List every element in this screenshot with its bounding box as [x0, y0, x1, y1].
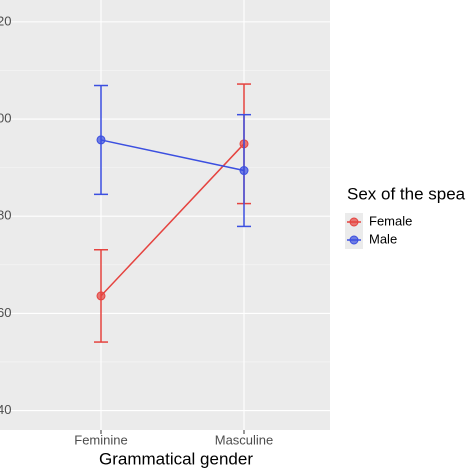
legend-point [349, 217, 359, 227]
y-tick-label: 40 [0, 402, 11, 417]
y-tick-label: 60 [0, 305, 11, 320]
x-tick-label: Feminine [74, 432, 127, 447]
legend-label: Male [369, 231, 397, 246]
point [239, 166, 249, 176]
y-tick-label: 20 [0, 13, 11, 28]
panel [0, 0, 330, 430]
legend-label: Female [369, 213, 412, 228]
y-tick-label: 80 [0, 208, 11, 223]
series-line [100, 139, 245, 172]
marks [94, 83, 251, 343]
legend-title: Sex of the spea [347, 184, 466, 203]
grid [0, 0, 330, 430]
x-tick-label: Masculine [215, 432, 274, 447]
point [96, 135, 106, 145]
series-line [100, 143, 245, 297]
point [96, 291, 106, 301]
x-axis-label: Grammatical gender [99, 449, 253, 468]
legend-point [349, 235, 359, 245]
y-tick-label: 00 [0, 110, 11, 125]
